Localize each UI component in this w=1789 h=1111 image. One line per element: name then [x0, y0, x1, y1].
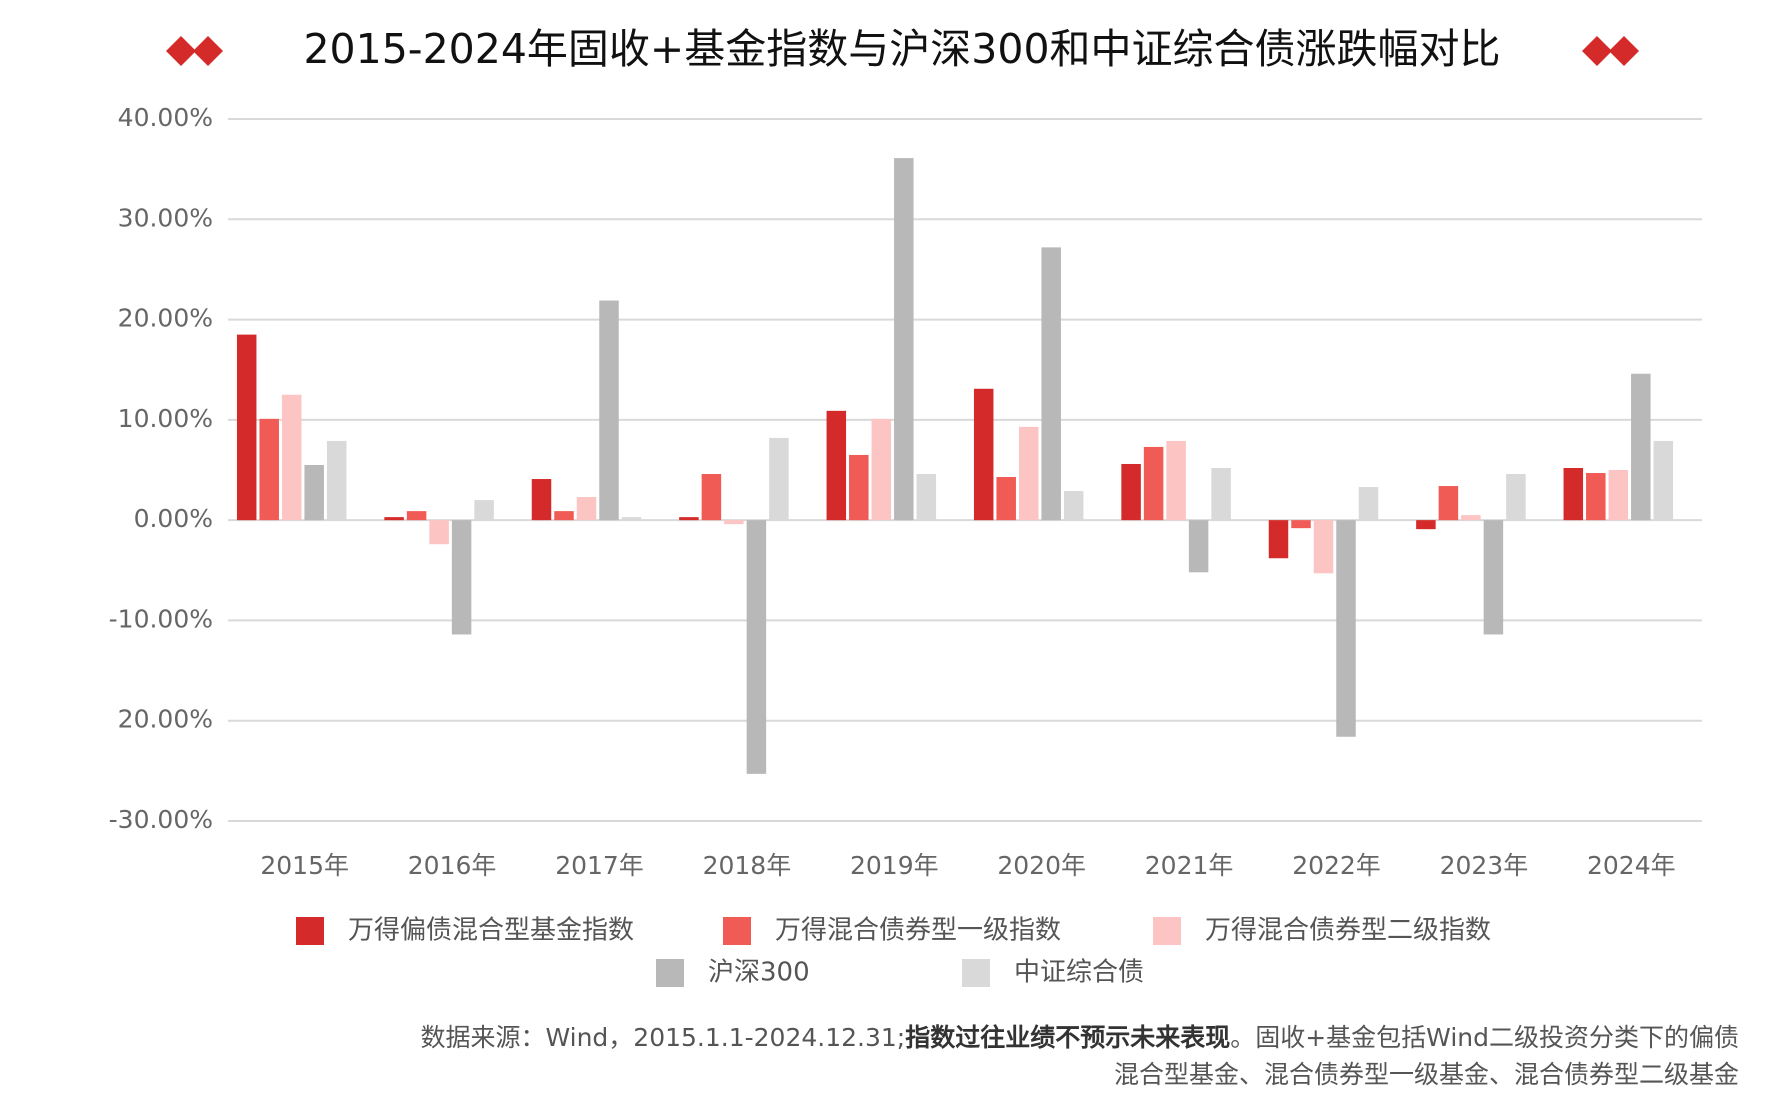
bar: [406, 511, 427, 521]
bar: [1041, 247, 1061, 521]
bar: [1358, 487, 1379, 521]
legend-swatch: [962, 959, 990, 987]
note-bold: 指数过往业绩不预示未来表现: [905, 1023, 1230, 1052]
y-tick-label: 20.00%: [118, 705, 213, 734]
note-line-2: 混合型基金、混合债券型一级基金、混合债券型二级基金: [1114, 1060, 1739, 1089]
bar: [1143, 446, 1164, 521]
x-tick-label: 2021年: [1145, 851, 1234, 880]
bar: [621, 517, 642, 521]
x-tick-label: 2023年: [1440, 851, 1529, 880]
bar: [871, 418, 892, 521]
y-tick-label: 0.00%: [134, 504, 213, 533]
bar: [1063, 491, 1084, 521]
bar: [724, 520, 744, 525]
bar: [769, 437, 789, 521]
bar: [916, 474, 937, 521]
legend-swatch: [296, 917, 324, 945]
bar: [384, 517, 404, 521]
bar: [1416, 520, 1436, 530]
x-tick-label: 2024年: [1587, 851, 1676, 880]
bar: [996, 477, 1016, 521]
bar: [1483, 520, 1504, 635]
bar: [679, 517, 699, 521]
x-tick-label: 2018年: [703, 851, 792, 880]
chart-title: 2015-2024年固收+基金指数与沪深300和中证综合债涨跌幅对比: [303, 25, 1500, 73]
x-tick-label: 2020年: [997, 851, 1086, 880]
y-tick-label: 10.00%: [118, 404, 213, 433]
x-tick-label: 2016年: [408, 851, 497, 880]
bar: [531, 479, 552, 521]
bar: [236, 334, 257, 521]
bar: [1018, 426, 1039, 521]
bar: [1608, 470, 1629, 521]
bar: [281, 394, 302, 521]
y-tick-label: 20.00%: [118, 304, 213, 333]
bar: [326, 440, 347, 521]
bar: [1121, 463, 1141, 521]
bar: [429, 520, 449, 545]
legend-swatch: [1153, 917, 1181, 945]
legend-swatch: [723, 917, 751, 945]
y-tick-label: 40.00%: [118, 103, 213, 132]
legend-label: 万得偏债混合型基金指数: [348, 916, 634, 946]
bar: [1291, 520, 1311, 529]
bar: [259, 418, 279, 521]
legend-label: 万得混合债券型一级指数: [775, 916, 1061, 946]
bar: [1631, 373, 1651, 521]
bar: [554, 511, 574, 521]
bar: [1166, 440, 1186, 521]
bar: [1506, 474, 1526, 521]
y-tick-label: -10.00%: [109, 604, 213, 633]
bar: [1563, 467, 1584, 521]
bar: [746, 520, 767, 774]
bar: [894, 158, 914, 521]
bar: [1211, 467, 1231, 521]
bar: [1313, 520, 1334, 574]
bar: [304, 464, 324, 521]
x-tick-label: 2022年: [1292, 851, 1381, 880]
bar: [1461, 515, 1481, 521]
bar: [1188, 520, 1209, 573]
bar: [826, 410, 847, 521]
legend-label: 沪深300: [708, 958, 810, 988]
bar: [451, 520, 472, 635]
note-prefix: 数据来源：Wind，2015.1.1-2024.12.31;: [420, 1023, 905, 1052]
bar: [576, 497, 597, 521]
note-suffix: 。固收+基金包括Wind二级投资分类下的偏债: [1230, 1023, 1739, 1052]
bar: [849, 454, 869, 521]
note-line-1: 数据来源：Wind，2015.1.1-2024.12.31;指数过往业绩不预示未…: [420, 1023, 1739, 1052]
bar: [1268, 520, 1289, 559]
legend-label: 万得混合债券型二级指数: [1205, 916, 1491, 946]
y-tick-label: -30.00%: [109, 805, 213, 834]
legend-label: 中证综合债: [1014, 958, 1144, 988]
legend-swatch: [656, 959, 684, 987]
bar: [1653, 440, 1674, 521]
bar: [701, 474, 722, 521]
bar: [973, 388, 994, 521]
bar: [1438, 486, 1459, 521]
x-tick-label: 2019年: [850, 851, 939, 880]
bar: [1336, 520, 1356, 737]
x-tick-label: 2017年: [555, 851, 644, 880]
y-tick-label: 30.00%: [118, 203, 213, 232]
x-tick-label: 2015年: [260, 851, 349, 880]
bar: [599, 300, 619, 521]
bar: [1586, 473, 1606, 521]
title-decoration-right: [1582, 36, 1639, 66]
title-decoration-left: [166, 36, 223, 66]
bar: [474, 500, 494, 521]
